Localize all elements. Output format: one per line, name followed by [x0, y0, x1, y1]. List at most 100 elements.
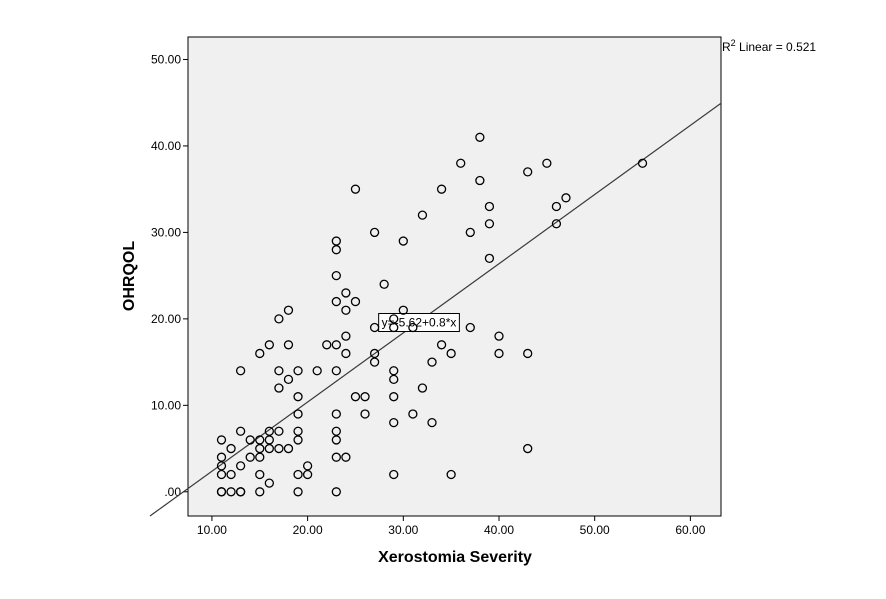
- data-point: [341, 348, 351, 359]
- data-point: [523, 348, 533, 359]
- data-point: [475, 132, 485, 142]
- data-point: [255, 469, 265, 480]
- data-point: [274, 383, 284, 393]
- data-point: [484, 201, 495, 212]
- equation-box: [378, 312, 460, 332]
- data-point: [350, 296, 361, 307]
- data-point: [341, 305, 351, 315]
- data-point: [523, 167, 533, 177]
- data-point: [255, 487, 265, 497]
- data-point: [436, 184, 447, 194]
- points-group: [216, 132, 648, 497]
- y-tick-label: 40.00: [151, 139, 181, 153]
- data-point: [389, 417, 399, 428]
- r2-prefix: R: [722, 40, 731, 54]
- data-point: [542, 158, 552, 168]
- data-point: [283, 305, 294, 315]
- data-point: [274, 314, 284, 324]
- x-axis: 10.00 20.00 30.00 40.00 50.00 60.00: [197, 516, 706, 537]
- data-point: [350, 184, 361, 194]
- data-point: [341, 331, 351, 341]
- data-point: [417, 383, 428, 393]
- x-axis-title: Xerostomia Severity: [378, 549, 532, 566]
- data-point: [494, 331, 504, 341]
- data-point: [427, 357, 437, 367]
- data-point: [216, 435, 227, 445]
- data-point: [637, 158, 648, 168]
- data-point: [494, 348, 504, 359]
- y-tick-label: 50.00: [151, 52, 181, 66]
- y-tick-label: .00: [164, 485, 181, 499]
- data-point: [389, 374, 399, 385]
- data-point: [331, 435, 341, 445]
- data-point: [523, 443, 533, 454]
- fit-line-group: y=-5.62+0.8*x: [149, 102, 722, 517]
- data-point: [436, 340, 447, 350]
- data-point: [235, 366, 246, 376]
- data-point: [264, 478, 274, 488]
- data-point: [293, 469, 303, 480]
- data-point: [255, 452, 265, 462]
- data-point: [341, 288, 351, 298]
- data-point: [226, 469, 236, 480]
- data-point: [389, 322, 399, 333]
- data-point: [245, 435, 255, 445]
- data-point: [465, 322, 475, 333]
- data-point: [274, 426, 284, 436]
- data-point: [331, 366, 341, 376]
- data-point: [283, 374, 294, 385]
- data-point: [484, 219, 495, 229]
- data-point: [446, 348, 456, 359]
- data-point: [322, 340, 332, 350]
- x-tick-label: 40.00: [484, 523, 514, 537]
- data-point: [264, 443, 274, 454]
- data-point: [417, 210, 428, 220]
- data-point: [551, 219, 562, 229]
- data-point: [216, 469, 227, 480]
- data-point: [398, 236, 408, 246]
- data-point: [389, 469, 399, 480]
- y-tick-label: 30.00: [151, 225, 181, 239]
- data-point: [331, 452, 341, 462]
- data-point: [408, 409, 418, 419]
- data-point: [389, 392, 399, 402]
- data-point: [283, 443, 294, 454]
- data-point: [408, 322, 418, 333]
- data-point: [360, 392, 370, 402]
- data-point: [235, 426, 246, 436]
- data-point: [283, 340, 294, 350]
- data-point: [484, 253, 495, 263]
- y-axis-title: OHRQOL: [121, 241, 138, 311]
- data-point: [274, 366, 284, 376]
- data-point: [226, 487, 236, 497]
- r2-value: Linear = 0.521: [736, 40, 817, 54]
- data-point: [255, 348, 265, 359]
- data-point: [302, 469, 313, 480]
- plot-area: [187, 36, 722, 517]
- data-point: [398, 305, 408, 315]
- y-axis: .00 10.00 20.00 30.00 40.00 50.00: [151, 52, 188, 499]
- data-point: [293, 487, 303, 497]
- data-point: [551, 201, 562, 212]
- data-point: [293, 392, 303, 402]
- x-tick-label: 10.00: [197, 523, 227, 537]
- x-tick-label: 60.00: [675, 523, 705, 537]
- data-point: [331, 487, 341, 497]
- data-point: [331, 270, 341, 281]
- data-point: [331, 296, 341, 307]
- equation-label: y=-5.62+0.8*x: [382, 315, 457, 329]
- data-point: [369, 322, 380, 333]
- data-point: [216, 487, 227, 497]
- data-point: [312, 366, 322, 376]
- data-point: [475, 175, 485, 186]
- data-point: [331, 340, 341, 350]
- x-tick-label: 30.00: [388, 523, 418, 537]
- data-point: [446, 469, 456, 480]
- data-point: [331, 409, 341, 419]
- data-point: [226, 443, 236, 454]
- data-point: [360, 409, 370, 419]
- data-point: [561, 193, 571, 203]
- data-point: [350, 392, 361, 402]
- data-point: [456, 158, 466, 168]
- data-point: [235, 461, 246, 471]
